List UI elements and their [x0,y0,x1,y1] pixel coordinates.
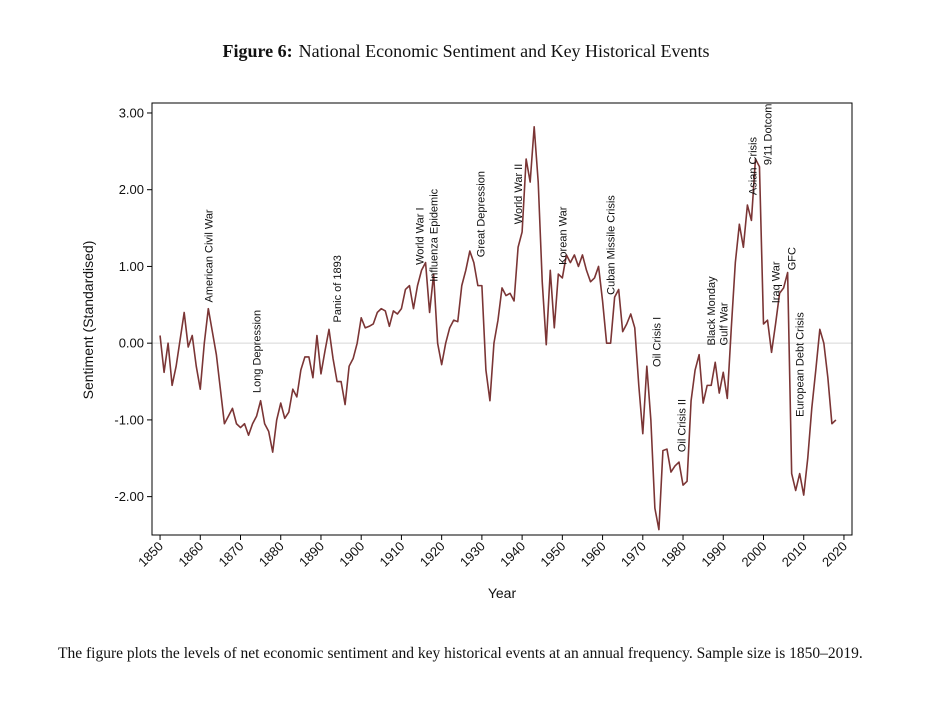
event-annotation: European Debt Crisis [795,312,807,417]
y-tick-label: -2.00 [114,489,144,504]
y-tick-label: 2.00 [119,182,144,197]
event-annotation: Panic of 1893 [332,255,344,322]
event-annotation: Gulf War [718,302,730,345]
x-tick-label: 1900 [336,539,367,570]
x-tick-label: 1980 [658,539,689,570]
event-annotation: American Civil War [203,209,215,302]
event-annotation: GFC [787,247,799,270]
title-text: National Economic Sentiment and Key Hist… [299,41,710,61]
event-annotation: Great Depression [475,171,487,257]
y-tick-label: 0.00 [119,336,144,351]
x-axis-label: Year [488,585,517,601]
x-tick-label: 1870 [216,539,247,570]
y-tick-label: -1.00 [114,412,144,427]
sentiment-line [159,125,837,531]
x-tick-label: 1910 [376,539,407,570]
chart: Figure 6: National Economic Sentiment and… [80,41,853,601]
event-annotation: Asian Crisis [748,137,760,196]
event-annotation: Influenza Epidemic [429,188,441,281]
event-annotation: Long Depression [252,310,264,393]
event-annotation: 9/11 Dotcom [763,104,775,166]
caption: The figure plots the levels of net econo… [58,645,863,662]
x-tick-label: 2020 [819,539,850,570]
event-annotation: Oil Crisis II [676,399,688,452]
chart-title: Figure 6: National Economic Sentiment and… [222,41,709,61]
event-annotation: Iraq War [771,261,783,303]
event-annotation: Cuban Missile Crisis [606,195,618,295]
x-tick-label: 1950 [537,539,568,570]
event-annotation: Oil Crisis I [651,317,663,367]
x-tick-label: 1990 [698,539,729,570]
x-tick-label: 1880 [256,539,287,570]
x-tick-label: 1940 [497,539,528,570]
x-tick-label: 1850 [135,539,166,570]
event-annotation: World War II [513,164,525,225]
figure-label: Figure 6: [222,41,292,61]
y-tick-label: 3.00 [119,105,144,120]
x-tick-label: 2010 [779,539,810,570]
x-tick-label: 1970 [618,539,649,570]
event-annotation: Korean War [557,206,569,265]
event-annotation: World War I [415,207,427,264]
y-tick-label: 1.00 [119,259,144,274]
x-tick-label: 2000 [739,539,770,570]
plot-frame [151,102,853,536]
y-axis-label: Sentiment (Standardised) [80,241,96,400]
x-tick-label: 1890 [296,539,327,570]
x-tick-label: 1930 [457,539,488,570]
event-annotation: Black Monday [706,276,718,346]
x-tick-label: 1960 [578,539,609,570]
x-tick-label: 1920 [417,539,448,570]
x-tick-label: 1860 [175,539,206,570]
